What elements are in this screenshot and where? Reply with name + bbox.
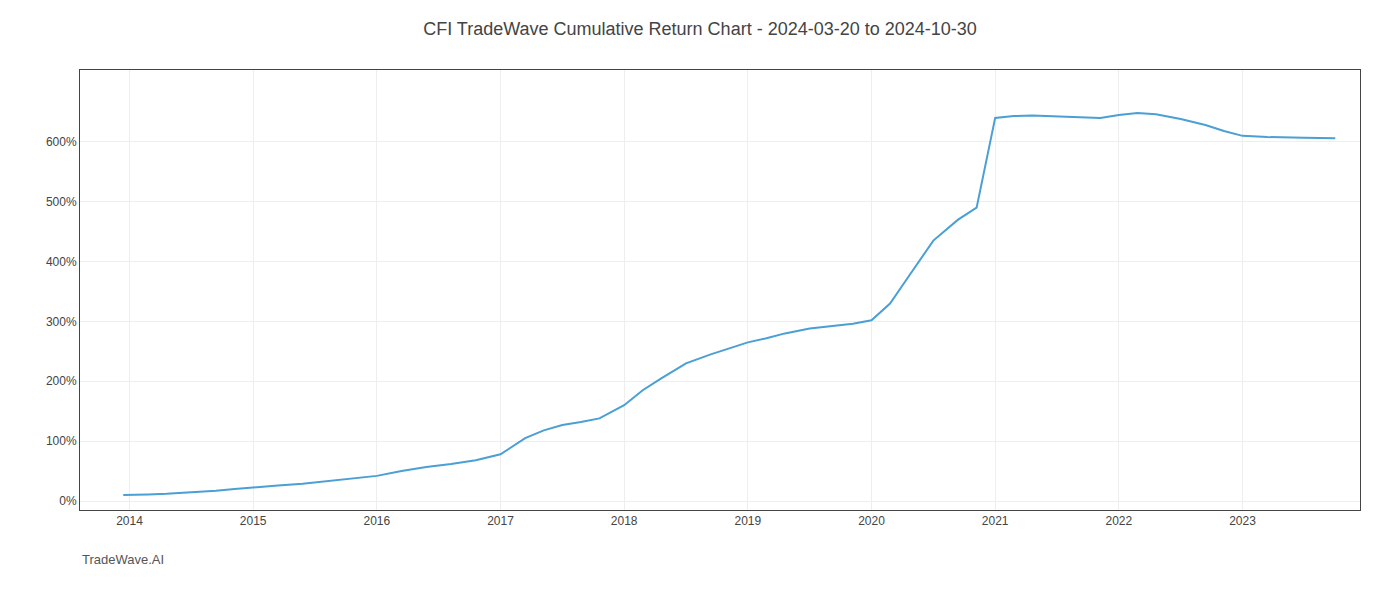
svg-text:600%: 600%	[46, 135, 77, 149]
svg-text:400%: 400%	[46, 255, 77, 269]
svg-text:2021: 2021	[982, 514, 1009, 528]
svg-text:2022: 2022	[1105, 514, 1132, 528]
svg-text:TradeWave.AI: TradeWave.AI	[82, 552, 164, 567]
svg-text:2017: 2017	[487, 514, 514, 528]
svg-text:CFI TradeWave Cumulative Retur: CFI TradeWave Cumulative Return Chart - …	[423, 19, 977, 39]
svg-text:0%: 0%	[59, 494, 77, 508]
svg-text:2023: 2023	[1229, 514, 1256, 528]
svg-text:500%: 500%	[46, 195, 77, 209]
svg-text:2014: 2014	[116, 514, 143, 528]
svg-text:200%: 200%	[46, 374, 77, 388]
svg-text:2016: 2016	[363, 514, 390, 528]
svg-text:2015: 2015	[240, 514, 267, 528]
svg-text:2020: 2020	[858, 514, 885, 528]
svg-text:2018: 2018	[611, 514, 638, 528]
svg-text:100%: 100%	[46, 434, 77, 448]
svg-text:300%: 300%	[46, 315, 77, 329]
svg-text:2019: 2019	[734, 514, 761, 528]
